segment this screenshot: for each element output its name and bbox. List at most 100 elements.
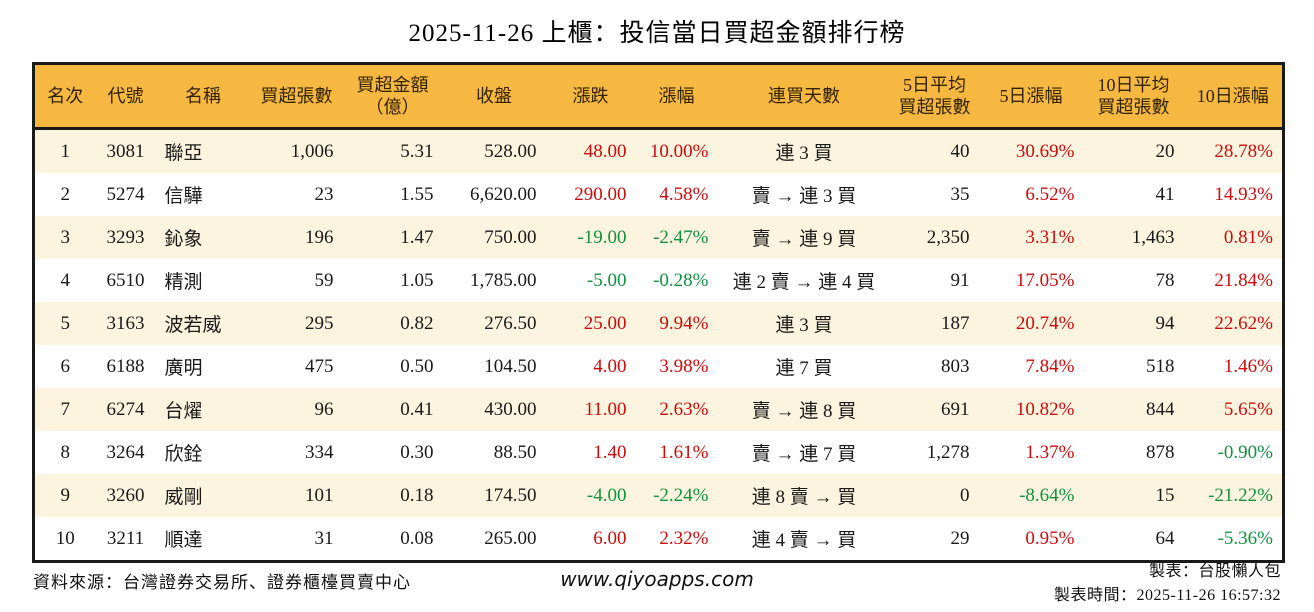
- cell-close: 104.50: [484, 355, 537, 377]
- cell-pct5: 17.05%: [1015, 269, 1075, 291]
- cell-name: 威剛: [164, 487, 203, 508]
- cell-streak: 連 3 買: [775, 143, 833, 164]
- cell-code: 3264: [106, 441, 145, 463]
- table-row: 10 3211 順達 31 0.08 265.00 6.00 2.32% 連 4 賣 → 買 29…: [33, 517, 1284, 562]
- cell-pct10: 14.93%: [1214, 183, 1273, 205]
- cell-change-pct: 10.00%: [649, 140, 709, 162]
- cell-pct5: 20.74%: [1015, 312, 1075, 334]
- cell-code: 6274: [106, 398, 145, 420]
- cell-pct5: 10.82%: [1015, 398, 1075, 420]
- cell-close: 430.00: [484, 398, 537, 420]
- col-header-pct10: 10日漲幅: [1183, 63, 1284, 130]
- header-row: 名次 代號 名稱 買超張數 買超金額 （億） 收盤 漲跌 漲幅 連買天數 5日平…: [33, 63, 1284, 130]
- cell-rank: 3: [60, 226, 71, 248]
- table-row: 8 3264 欣銓 334 0.30 88.50 1.40 1.61% 賣 → 連 7 買 1,2…: [33, 431, 1284, 474]
- cell-rank: 7: [60, 398, 71, 420]
- cell-name: 順達: [164, 530, 203, 551]
- cell-change: 1.40: [593, 441, 627, 463]
- col-header-change: 漲跌: [545, 63, 636, 130]
- cell-streak: 賣 → 連 7 買: [751, 444, 857, 465]
- cell-pct5: 7.84%: [1025, 355, 1075, 377]
- cell-net-buy-lots: 23: [314, 183, 334, 205]
- cell-change-pct: 2.32%: [659, 527, 709, 549]
- cell-close: 88.50: [493, 441, 537, 463]
- col-header-avg5-lots: 5日平均 買超張數: [890, 63, 979, 130]
- cell-rank: 10: [55, 527, 75, 549]
- cell-name: 廣明: [164, 358, 203, 379]
- table-row: 4 6510 精測 59 1.05 1,785.00 -5.00 -0.28% 連 2 賣 → …: [33, 259, 1284, 302]
- cell-pct10: -0.90%: [1217, 441, 1273, 463]
- cell-avg10-lots: 94: [1155, 312, 1175, 334]
- cell-close: 174.50: [484, 484, 537, 506]
- cell-code: 6510: [106, 269, 145, 291]
- cell-rank: 8: [60, 441, 71, 463]
- cell-change: 6.00: [593, 527, 627, 549]
- cell-rank: 4: [60, 269, 71, 291]
- cell-change: -5.00: [586, 269, 627, 291]
- cell-close: 265.00: [484, 527, 537, 549]
- cell-change-pct: 1.61%: [659, 441, 709, 463]
- cell-net-buy-amount: 1.55: [400, 183, 434, 205]
- cell-net-buy-lots: 475: [305, 355, 334, 377]
- cell-pct10: 28.78%: [1214, 140, 1273, 162]
- cell-close: 276.50: [484, 312, 537, 334]
- cell-net-buy-lots: 31: [314, 527, 334, 549]
- col-header-avg10-lots: 10日平均 買超張數: [1083, 63, 1184, 130]
- cell-net-buy-amount: 0.18: [400, 484, 434, 506]
- cell-net-buy-amount: 1.47: [400, 226, 434, 248]
- cell-pct5: -8.64%: [1019, 484, 1075, 506]
- cell-code: 3260: [106, 484, 145, 506]
- cell-name: 台燿: [164, 401, 203, 422]
- col-header-close: 收盤: [442, 63, 546, 130]
- table-row: 5 3163 波若威 295 0.82 276.50 25.00 9.94% 連 3 買 187 2…: [33, 302, 1284, 345]
- cell-avg10-lots: 20: [1155, 140, 1175, 162]
- data-source-note: 資料來源：台灣證券交易所、證券櫃檯買賣中心: [33, 573, 411, 592]
- cell-streak: 連 4 賣 → 買: [751, 530, 857, 551]
- cell-pct10: 1.46%: [1223, 355, 1273, 377]
- cell-avg5-lots: 91: [950, 269, 970, 291]
- cell-pct10: 22.62%: [1214, 312, 1273, 334]
- cell-change: -4.00: [586, 484, 627, 506]
- cell-net-buy-lots: 1,006: [290, 140, 334, 162]
- cell-avg10-lots: 64: [1155, 527, 1175, 549]
- cell-net-buy-lots: 59: [314, 269, 334, 291]
- cell-pct10: -5.36%: [1217, 527, 1273, 549]
- cell-code: 3293: [106, 226, 145, 248]
- cell-avg10-lots: 15: [1155, 484, 1175, 506]
- cell-net-buy-amount: 5.31: [400, 140, 434, 162]
- cell-avg5-lots: 691: [941, 398, 970, 420]
- cell-net-buy-lots: 334: [305, 441, 334, 463]
- cell-change: 11.00: [584, 398, 627, 420]
- page-title: 2025-11-26 上櫃：投信當日買超金額排行榜: [408, 20, 906, 47]
- table-row: 1 3081 聯亞 1,006 5.31 528.00 48.00 10.00% 連 3 買 40…: [33, 128, 1284, 173]
- col-header-streak: 連買天數: [717, 63, 891, 130]
- cell-code: 3211: [106, 527, 145, 549]
- cell-name: 欣銓: [164, 444, 203, 465]
- credits-block: 製表：台股懶人包 製表時間：2025-11-26 16:57:32: [1054, 560, 1281, 608]
- cell-streak: 連 7 買: [775, 358, 833, 379]
- cell-net-buy-lots: 96: [314, 398, 334, 420]
- cell-change-pct: -2.47%: [653, 226, 709, 248]
- cell-net-buy-amount: 0.08: [400, 527, 434, 549]
- made-time-text: 製表時間：2025-11-26 16:57:32: [1054, 587, 1281, 604]
- maker-text: 製表：台股懶人包: [1148, 563, 1281, 580]
- col-header-code: 代號: [95, 63, 156, 130]
- table-row: 2 5274 信驊 23 1.55 6,620.00 290.00 4.58% 賣 → 連 3 …: [33, 173, 1284, 216]
- cell-code: 6188: [106, 355, 145, 377]
- cell-pct5: 30.69%: [1015, 140, 1075, 162]
- cell-rank: 5: [60, 312, 71, 334]
- ranking-table: 名次 代號 名稱 買超張數 買超金額 （億） 收盤 漲跌 漲幅 連買天數 5日平…: [32, 62, 1285, 563]
- cell-change-pct: 3.98%: [659, 355, 709, 377]
- cell-avg10-lots: 41: [1155, 183, 1175, 205]
- cell-name: 波若威: [164, 315, 222, 336]
- cell-pct5: 1.37%: [1025, 441, 1075, 463]
- cell-code: 3081: [106, 140, 145, 162]
- cell-avg5-lots: 0: [960, 484, 970, 506]
- cell-pct10: 21.84%: [1214, 269, 1273, 291]
- col-header-net-buy-amount: 買超金額 （億）: [342, 63, 443, 130]
- cell-net-buy-amount: 0.50: [400, 355, 434, 377]
- table-body: 1 3081 聯亞 1,006 5.31 528.00 48.00 10.00% 連 3 買 40…: [33, 128, 1284, 562]
- cell-pct5: 6.52%: [1025, 183, 1075, 205]
- cell-rank: 6: [60, 355, 71, 377]
- cell-net-buy-lots: 101: [305, 484, 334, 506]
